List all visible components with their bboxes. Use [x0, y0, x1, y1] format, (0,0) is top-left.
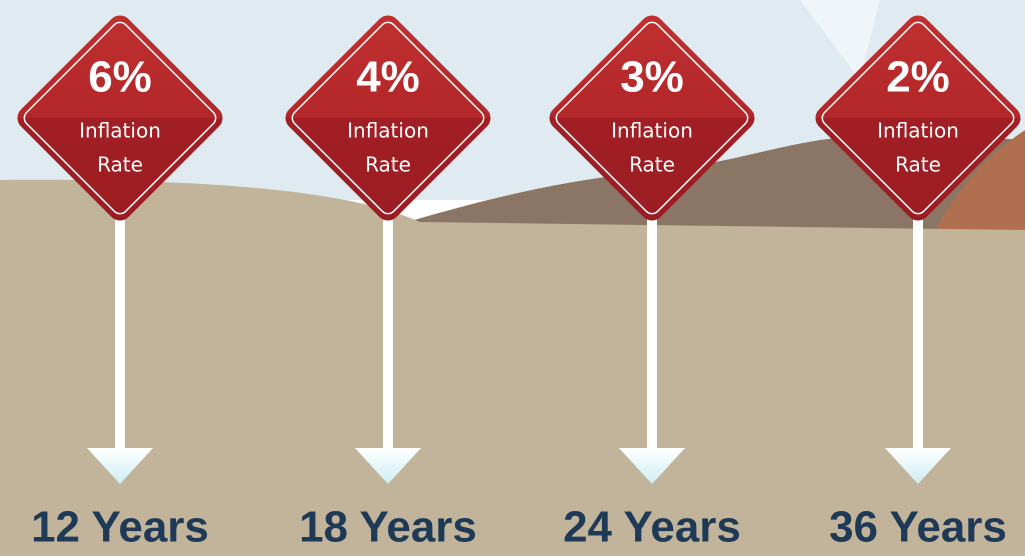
sign-pole — [115, 200, 125, 450]
years: 12 Years — [31, 503, 209, 552]
label-line: Inflation — [79, 119, 161, 143]
ground — [0, 180, 1025, 556]
rate: 6% — [88, 53, 152, 102]
infographic: 6% Inflation Rate 12 Years 4% Inflation Rate 18… — [0, 0, 1025, 556]
rate: 4% — [356, 53, 420, 102]
page: 6% Inflation Rate 12 Years 4% Inflation Rate 18… — [0, 0, 1025, 556]
label-line: Rate — [97, 153, 143, 177]
label-line: Inflation — [877, 119, 959, 143]
rate: 2% — [886, 53, 950, 102]
label-line: Rate — [629, 153, 675, 177]
rate: 3% — [620, 53, 684, 102]
years: 24 Years — [563, 503, 741, 552]
label-line: Rate — [895, 153, 941, 177]
label-line: Inflation — [611, 119, 693, 143]
label-line: Rate — [365, 153, 411, 177]
sign-pole — [647, 200, 657, 450]
label-line: Inflation — [347, 119, 429, 143]
years: 36 Years — [829, 503, 1007, 552]
sign-pole — [383, 200, 393, 450]
sign-pole — [913, 200, 923, 450]
years: 18 Years — [299, 503, 477, 552]
